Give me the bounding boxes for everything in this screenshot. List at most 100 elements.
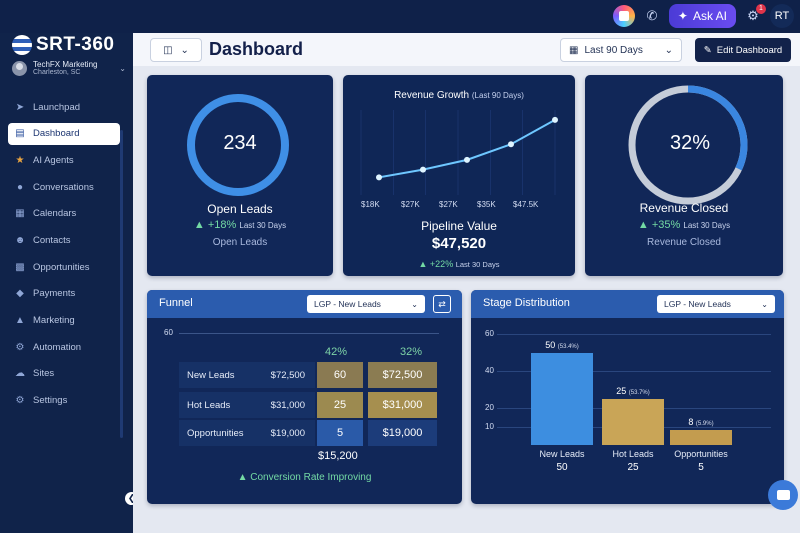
apps-icon[interactable] <box>612 5 635 27</box>
revenue-data-point[interactable] <box>552 116 558 123</box>
revenue-data-point[interactable] <box>464 156 470 163</box>
funnel-value-block: $31,000 <box>368 392 437 418</box>
revenue-closed-delta-note: Last 30 Days <box>683 221 731 230</box>
chevron-down-icon: ⌄ <box>411 299 418 309</box>
account-switcher[interactable]: TechFX Marketing Charleston, SC ⌄ <box>12 60 126 76</box>
sidebar-item-sites[interactable]: ☁ Sites <box>8 363 120 385</box>
funnel-row-amount: $31,000 <box>270 399 305 411</box>
pipeline-delta-value: +22% <box>429 259 454 269</box>
top-bar: ✆ ✦ Ask AI ⚙ 1 RT <box>0 0 800 33</box>
revenue-data-point[interactable] <box>376 174 382 181</box>
revenue-closed-subtitle: Revenue Closed <box>647 237 721 248</box>
revenue-data-point[interactable] <box>508 141 514 148</box>
sites-icon: ☁ <box>15 368 25 380</box>
sidebar-item-label: Automation <box>33 341 82 353</box>
sidebar-item-dashboard[interactable]: ▤ Dashboard <box>8 122 120 145</box>
revenue-closed-arc <box>628 85 748 205</box>
open-leads-delta-note: Last 30 Days <box>239 221 287 230</box>
funnel-panel: Funnel LGP - New Leads ⌄ ⇄ 60 42% 32% Ne… <box>147 290 462 504</box>
notification-badge: 1 <box>756 4 766 14</box>
funnel-row: New Leads $72,500 <box>179 362 315 388</box>
sidebar-item-ai-agents[interactable]: ★ AI Agents <box>8 149 120 171</box>
stage-bar-number: 50 <box>545 339 558 350</box>
sidebar-item-payments[interactable]: ◆ Payments <box>8 283 120 305</box>
y-tick: 60 <box>485 329 494 338</box>
logo-globe-icon <box>12 35 32 55</box>
stage-distribution-panel: Stage Distribution LGP - New Leads ⌄ 60 4… <box>471 290 784 504</box>
open-leads-card: 234 Open Leads ▲ +18% Last 30 Days Open … <box>147 75 333 276</box>
funnel-count-block: 5 <box>317 420 363 446</box>
revenue-series-line <box>378 119 556 179</box>
pipeline-delta: ▲ +22% Last 30 Days <box>418 259 500 269</box>
chevron-down-icon: ⌄ <box>761 299 768 309</box>
stage-header: Stage Distribution LGP - New Leads ⌄ <box>471 290 784 318</box>
open-leads-subtitle: Open Leads <box>212 237 268 248</box>
date-range-value: Last 90 Days <box>584 44 643 56</box>
gear-icon: ⚙ <box>15 395 25 407</box>
user-avatar[interactable]: RT <box>770 4 794 28</box>
sidebar-item-label: Settings <box>33 395 68 407</box>
x-tick: $18K <box>361 200 380 209</box>
layout-toggle-button[interactable]: ◫ ⌄ <box>150 38 202 62</box>
stage-bar-value: 25 (53.7%) <box>603 386 663 396</box>
funnel-rate: 32% <box>400 346 423 358</box>
chevron-down-icon: ⌄ <box>664 44 673 56</box>
brand-logo[interactable]: SRT-360 <box>12 34 114 56</box>
chart-gridline <box>497 371 771 372</box>
funnel-count-block: 25 <box>317 392 363 418</box>
star-icon: ★ <box>15 154 25 166</box>
funnel-rate: 42% <box>325 346 348 358</box>
stage-bar-number: 8 <box>688 417 696 428</box>
notifications-icon[interactable]: ⚙ 1 <box>744 4 766 26</box>
sidebar-item-settings[interactable]: ⚙ Settings <box>8 390 120 412</box>
revenue-closed-delta-value: +35% <box>651 219 681 231</box>
revenue-data-point[interactable] <box>420 166 426 173</box>
edit-dashboard-button[interactable]: ✎ Edit Dashboard <box>695 38 791 62</box>
x-tick: $47.5K <box>513 200 539 209</box>
conversion-trend-label: Conversion Rate Improving <box>250 472 372 483</box>
funnel-gridline <box>179 333 439 334</box>
stage-bar[interactable] <box>531 352 593 445</box>
stage-bar-chart: 60 40 20 10 50 (53.4%) New Leads 50 25 (53.7%) H… <box>471 290 784 504</box>
payments-icon: ◆ <box>16 288 24 300</box>
date-range-select[interactable]: ▦ Last 90 Days ⌄ <box>560 38 682 62</box>
chat-widget-button[interactable] <box>768 480 798 510</box>
pipeline-value: $47,520 <box>431 235 487 252</box>
open-leads-value: 234 <box>223 132 257 154</box>
page-title: Dashboard <box>209 39 304 59</box>
automation-icon: ⚙ <box>15 341 25 353</box>
conversion-trend: ▲ Conversion Rate Improving <box>237 472 372 483</box>
funnel-row-label: New Leads <box>187 369 235 381</box>
revenue-closed-value: 32% <box>669 132 711 154</box>
sidebar-item-opportunities[interactable]: ▩ Opportunities <box>8 256 120 278</box>
stage-bar-value: 8 (5.9%) <box>671 417 731 427</box>
stage-pipeline-select[interactable]: LGP - New Leads ⌄ <box>657 295 775 313</box>
pencil-icon: ✎ <box>703 44 712 56</box>
sidebar-item-automation[interactable]: ⚙ Automation <box>8 336 120 358</box>
sidebar-item-conversations[interactable]: ● Conversations <box>8 176 120 198</box>
calendar-icon: ▦ <box>15 208 25 220</box>
funnel-header: Funnel LGP - New Leads ⌄ ⇄ <box>147 290 462 318</box>
revenue-growth-title: Revenue Growth (Last 90 Days) <box>343 90 575 101</box>
stage-bar[interactable] <box>602 398 664 445</box>
sidebar-item-contacts[interactable]: ☻ Contacts <box>8 229 120 251</box>
funnel-row-amount: $19,000 <box>270 427 305 439</box>
funnel-pipeline-select[interactable]: LGP - New Leads ⌄ <box>307 295 425 313</box>
sidebar-item-calendars[interactable]: ▦ Calendars <box>8 203 120 225</box>
sidebar-item-launchpad[interactable]: ➤ Launchpad <box>8 96 120 118</box>
stage-select-value: LGP - New Leads <box>664 299 731 309</box>
ask-ai-label: Ask AI <box>692 9 727 23</box>
ask-ai-button[interactable]: ✦ Ask AI <box>668 4 736 28</box>
sidebar-scrollbar[interactable] <box>120 130 123 438</box>
edit-dashboard-label: Edit Dashboard <box>716 44 783 56</box>
x-tick: $35K <box>477 200 496 209</box>
chevron-down-icon: ⌄ <box>180 44 189 56</box>
funnel-value-block: $19,000 <box>368 420 437 446</box>
chat-icon: ● <box>16 181 24 193</box>
phone-icon[interactable]: ✆ <box>646 8 658 23</box>
chevron-down-icon: ⌄ <box>119 63 126 73</box>
funnel-row: Hot Leads $31,000 <box>179 392 315 418</box>
funnel-filter-button[interactable]: ⇄ <box>433 295 451 313</box>
stage-bar[interactable] <box>670 430 732 445</box>
sidebar-item-marketing[interactable]: ▲ Marketing <box>8 310 120 332</box>
